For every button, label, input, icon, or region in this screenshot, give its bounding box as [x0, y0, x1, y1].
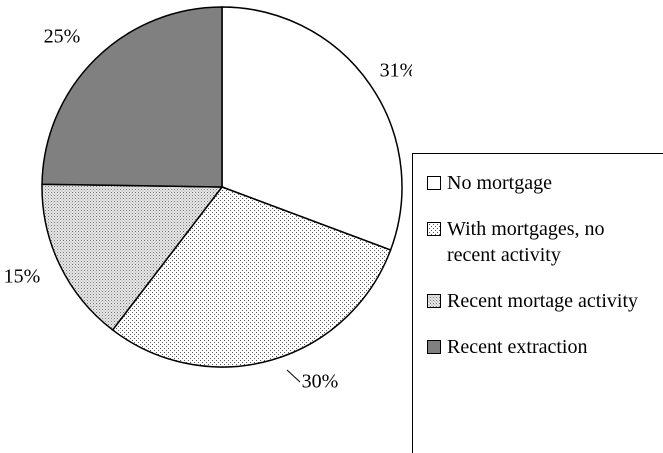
legend-swatch-rect — [427, 176, 441, 190]
data-label: 31% — [380, 60, 412, 82]
legend-swatch-rect — [427, 340, 441, 354]
legend-swatch — [427, 340, 441, 354]
legend: No mortgage With mortgages, no recent act… — [412, 153, 663, 453]
pie-slice — [221, 6, 403, 251]
data-label: 15% — [4, 266, 41, 288]
data-label: 30% — [302, 371, 339, 393]
pie-slice — [41, 6, 223, 188]
legend-label: With mortgages, no recent activity — [447, 218, 605, 266]
legend-swatch — [427, 176, 441, 190]
legend-label: No mortgage — [447, 172, 552, 194]
leader-line — [286, 369, 301, 383]
legend-swatch-rect — [427, 222, 441, 236]
legend-swatch — [427, 294, 441, 308]
legend-item: Recent extraction — [427, 334, 663, 360]
pie-slice — [111, 186, 392, 368]
legend-item: With mortgages, no recent activity — [427, 216, 663, 268]
legend-label: Recent mortage activity — [447, 290, 639, 312]
pie-area: 31% 30% 15% 25% — [4, 6, 412, 393]
legend-item: Recent mortage activity — [427, 288, 663, 314]
legend-swatch-rect — [427, 294, 441, 308]
legend-label: Recent extraction — [447, 336, 588, 358]
data-label: 25% — [44, 26, 81, 48]
pie-slice — [41, 183, 224, 331]
legend-item: No mortgage — [427, 170, 663, 196]
legend-swatch — [427, 222, 441, 236]
